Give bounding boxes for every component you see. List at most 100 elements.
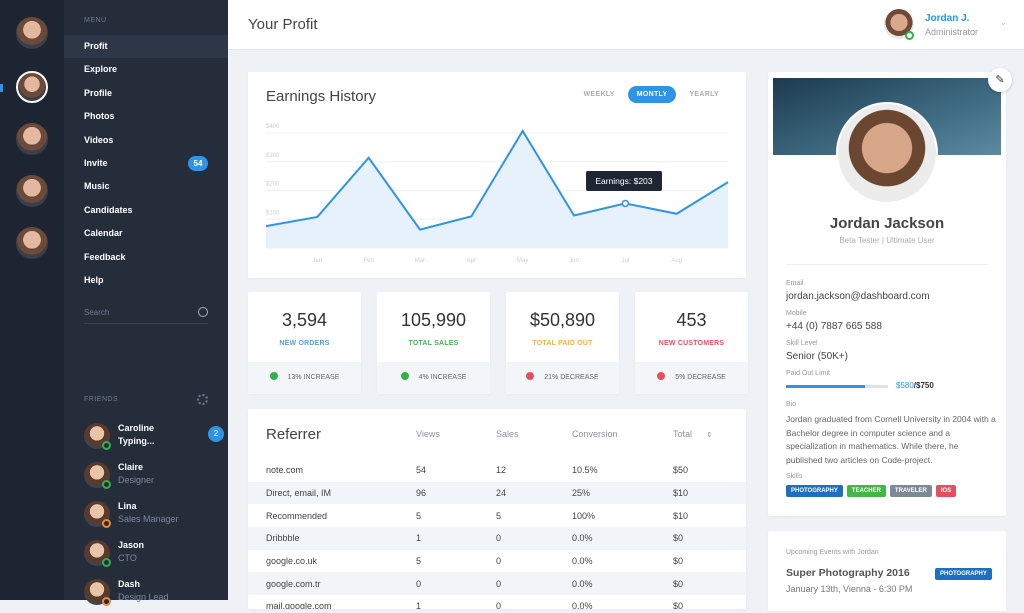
column-header-label: Total — [673, 429, 693, 439]
referrer-card: Referrer Views Sales Conversion Total ⇕ … — [248, 409, 746, 609]
status-icon — [102, 441, 111, 450]
x-tick-label: Jun — [569, 258, 579, 264]
tab-montly[interactable]: MONTLY — [627, 86, 677, 103]
sidebar-item-music[interactable]: Music — [64, 175, 228, 198]
sidebar-menu: MENU Profit Explore Profile Photos Videos Inv… — [64, 0, 228, 606]
active-indicator — [0, 84, 3, 92]
friend-item[interactable]: Claire Designer — [84, 460, 224, 496]
search-icon[interactable] — [198, 307, 208, 317]
user-name[interactable]: Jordan J. — [925, 13, 970, 24]
table-row[interactable]: Recommended 5 5 100% $10 — [248, 504, 746, 527]
column-header[interactable]: Sales — [496, 429, 519, 439]
friend-role: Sales Manager — [118, 514, 179, 524]
stat-label: TOTAL PAID OUT — [532, 340, 593, 347]
gear-icon[interactable] — [197, 394, 208, 405]
table-cell: 100% — [572, 510, 596, 521]
column-header[interactable]: Total ⇕ — [673, 409, 746, 459]
sidebar-item-profile[interactable]: Profile — [64, 82, 228, 105]
friend-name: Jason — [118, 540, 145, 550]
friend-role: Design Lead — [118, 592, 169, 602]
event-title[interactable]: Super Photography 2016 — [786, 567, 910, 579]
table-cell: 25% — [572, 488, 591, 499]
friend-item[interactable]: Dash Design Lead — [84, 577, 224, 613]
limit-value: $580/$750 — [896, 381, 934, 390]
sidebar-item-videos[interactable]: Videos — [64, 129, 228, 152]
sidebar-item-invite[interactable]: Invite 54 — [64, 152, 228, 175]
friend-item[interactable]: Jason CTO — [84, 538, 224, 574]
stat-change-text: 5% DECREASE — [675, 374, 726, 381]
divider — [786, 264, 988, 265]
sidebar-item-photos[interactable]: Photos — [64, 105, 228, 128]
y-tick-label: $200 — [266, 182, 280, 188]
stat-value: 105,990 — [400, 310, 467, 330]
sidebar-item-label: Profile — [84, 87, 113, 98]
sidebar-item-explore[interactable]: Explore — [64, 58, 228, 81]
sidebar-item-help[interactable]: Help — [64, 269, 228, 292]
chart-tooltip: Earnings: $203 — [586, 171, 662, 192]
column-header[interactable]: Conversion — [572, 429, 618, 439]
tab-weekly[interactable]: WEEKLY — [583, 91, 615, 98]
y-tick-label: $300 — [266, 153, 280, 159]
mobile-value: +44 (0) 7887 665 588 — [786, 321, 882, 332]
avatar-rail — [0, 0, 64, 600]
page-title: Your Profit — [248, 16, 318, 33]
table-row[interactable]: google.co.uk 5 0 0.0% $0 — [248, 550, 746, 573]
bio-text: Jordan graduated from Cornell University… — [786, 414, 996, 465]
stat-label: NEW ORDERS — [279, 340, 330, 347]
sidebar-item-feedback[interactable]: Feedback — [64, 246, 228, 269]
table-cell: mail.google.com — [266, 601, 332, 609]
arrow-down-icon — [657, 372, 666, 381]
table-cell: 0.0% — [572, 533, 593, 544]
avatar[interactable] — [16, 227, 48, 259]
table-cell: 0 — [496, 601, 502, 609]
profile-avatar — [836, 102, 938, 204]
table-cell: 0 — [496, 533, 502, 544]
search-input[interactable]: Search — [84, 304, 208, 324]
avatar[interactable] — [16, 71, 48, 103]
status-icon — [102, 558, 111, 567]
sidebar-item-label: Explore — [84, 64, 118, 75]
table-row[interactable]: Direct, email, IM 96 24 25% $10 — [248, 481, 746, 505]
table-row[interactable]: mail.google.com 1 0 0.0% $0 — [248, 595, 746, 609]
chevron-down-icon[interactable]: ⌄ — [1000, 18, 1007, 27]
sidebar-item-label: Profit — [84, 41, 108, 51]
table-cell: 0.0% — [572, 578, 593, 589]
avatar[interactable] — [16, 175, 48, 207]
sidebar-item-calendar[interactable]: Calendar — [64, 222, 228, 245]
skill-value: Senior (50K+) — [786, 351, 848, 362]
arrow-up-icon — [269, 372, 278, 381]
status-icon — [102, 597, 111, 606]
table-row[interactable]: Dribbble 1 0 0.0% $0 — [248, 527, 746, 550]
stat-card: 453 NEW CUSTOMERS 5% DECREASE — [635, 292, 748, 394]
avatar[interactable] — [16, 17, 48, 49]
email-value: jordan.jackson@dashboard.com — [786, 291, 930, 302]
table-row[interactable]: note.com 54 12 10.5% $50 — [248, 459, 746, 482]
sidebar-item-candidates[interactable]: Candidates — [64, 199, 228, 222]
table-cell: Dribbble — [266, 533, 300, 544]
table-row[interactable]: google.com.tr 0 0 0.0% $0 — [248, 572, 746, 596]
sort-icon[interactable]: ⇕ — [706, 432, 713, 439]
column-header[interactable]: Views — [416, 429, 440, 439]
events-caption: Upcoming Events with Jordan — [786, 549, 879, 556]
x-tick-label: Jul — [621, 258, 629, 264]
stat-value: $50,890 — [529, 310, 596, 330]
email-label: Email — [786, 280, 804, 287]
friend-item[interactable]: Caroline Typing... 2 — [84, 421, 224, 457]
top-header: Your Profit Jordan J. Administrator ⌄ — [228, 0, 1024, 50]
table-cell: 0 — [496, 556, 502, 567]
x-tick-label: Aug — [671, 258, 682, 264]
sidebar-item-label: Videos — [84, 134, 114, 145]
sidebar-item-label: Feedback — [84, 251, 126, 262]
stat-label: NEW CUSTOMERS — [658, 340, 725, 347]
pencil-icon[interactable]: ✎ — [988, 68, 1012, 92]
avatar[interactable] — [16, 123, 48, 155]
stat-change-text: 4% INCREASE — [418, 374, 467, 381]
friend-item[interactable]: Lina Sales Manager — [84, 499, 224, 535]
sidebar-item-label: Candidates — [84, 204, 133, 215]
sidebar-item-label: Photos — [84, 111, 115, 122]
sidebar-item-profit[interactable]: Profit — [64, 35, 228, 58]
tab-yearly[interactable]: YEARLY — [689, 91, 719, 98]
skill-label: Skill Level — [786, 340, 818, 347]
event-tag: PHOTOGRAPHY — [935, 568, 992, 580]
profile-card: ✎ Jordan Jackson Beta Tester | Ultimate … — [768, 68, 1012, 516]
